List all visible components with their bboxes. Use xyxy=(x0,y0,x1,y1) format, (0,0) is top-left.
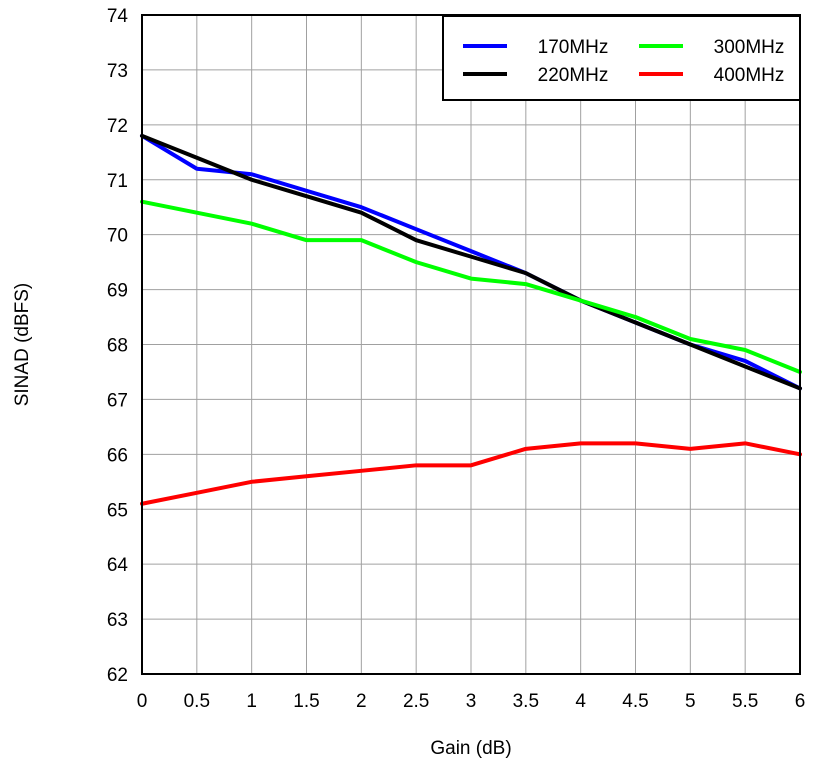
legend-box xyxy=(442,15,801,101)
x-tick-label: 2.5 xyxy=(403,691,429,712)
y-tick-label: 65 xyxy=(107,500,128,521)
legend-label-220MHz: 220MHz xyxy=(538,65,609,86)
y-tick-label: 68 xyxy=(107,336,128,357)
y-tick-label: 64 xyxy=(107,555,129,576)
y-tick-label: 73 xyxy=(107,61,128,82)
x-axis-title: Gain (dB) xyxy=(430,738,511,759)
y-tick-label: 66 xyxy=(107,445,128,466)
x-tick-label: 5.5 xyxy=(732,691,758,712)
y-tick-label: 70 xyxy=(107,226,128,247)
x-tick-label: 0 xyxy=(137,691,148,712)
y-tick-label: 71 xyxy=(107,171,128,192)
y-tick-label: 67 xyxy=(107,390,128,411)
x-tick-label: 0.5 xyxy=(184,691,210,712)
series-line-400MHz xyxy=(140,441,802,506)
y-tick-label: 69 xyxy=(107,281,128,302)
x-tick-label: 2 xyxy=(356,691,367,712)
legend: 170MHz 220MHz 300MHz 400MHz xyxy=(442,15,801,101)
legend-label-170MHz: 170MHz xyxy=(538,37,609,58)
x-tick-label: 4.5 xyxy=(622,691,648,712)
x-tick-label: 3.5 xyxy=(513,691,539,712)
x-tick-label: 6 xyxy=(795,691,806,712)
legend-label-400MHz: 400MHz xyxy=(714,65,785,86)
series-line-300MHz xyxy=(140,199,802,374)
x-tick-label: 4 xyxy=(575,691,586,712)
x-tick-label: 1.5 xyxy=(293,691,319,712)
series-layer xyxy=(140,133,802,506)
series-line-220MHz xyxy=(140,133,802,391)
y-tick-label: 74 xyxy=(107,6,129,27)
y-tick-label: 72 xyxy=(107,116,128,137)
y-tick-labels: 62 63 64 65 66 67 68 69 70 71 72 73 74 xyxy=(107,6,129,686)
x-tick-label: 1 xyxy=(246,691,257,712)
y-axis-title: SINAD (dBFS) xyxy=(12,283,33,407)
x-tick-label: 3 xyxy=(466,691,477,712)
x-tick-label: 5 xyxy=(685,691,696,712)
y-tick-label: 63 xyxy=(107,610,128,631)
x-tick-labels: 0 0.5 1 1.5 2 2.5 3 3.5 4 4.5 5 5.5 6 xyxy=(137,691,806,712)
legend-label-300MHz: 300MHz xyxy=(714,37,785,58)
y-tick-label: 62 xyxy=(107,665,128,686)
